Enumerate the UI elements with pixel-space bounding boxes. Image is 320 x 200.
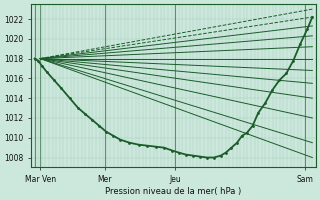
X-axis label: Pression niveau de la mer( hPa ): Pression niveau de la mer( hPa ) [105,187,242,196]
